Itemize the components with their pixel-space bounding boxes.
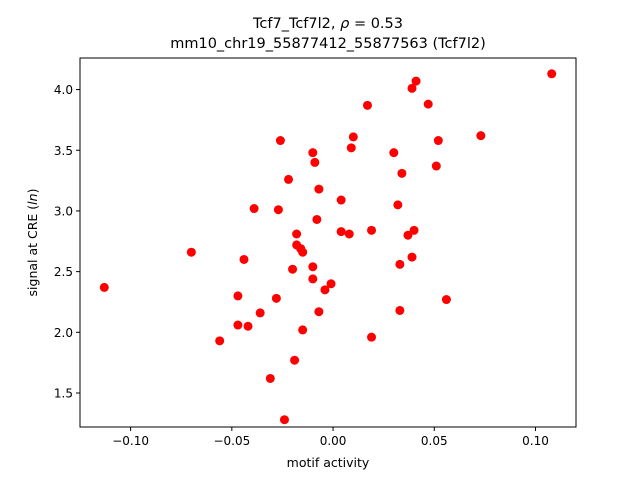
data-point-15 bbox=[284, 174, 294, 184]
x-tick-label: −0.10 bbox=[112, 434, 149, 448]
y-axis-ticks: 1.5 2.0 2.5 3.0 3.5 4.0 bbox=[54, 83, 80, 401]
data-point-0 bbox=[547, 69, 557, 79]
data-point-19 bbox=[249, 204, 259, 214]
chart-title-line2: mm10_chr19_55877412_55877563 (Tcf7l2) bbox=[170, 36, 486, 52]
data-point-24 bbox=[336, 227, 346, 237]
data-point-54 bbox=[279, 415, 289, 425]
data-point-46 bbox=[255, 308, 265, 318]
x-axis-ticks: −0.10 −0.05 0.00 0.05 0.10 bbox=[112, 427, 549, 448]
data-point-35 bbox=[308, 262, 318, 272]
y-tick-label: 3.0 bbox=[54, 204, 73, 218]
x-tick-label: 0.05 bbox=[421, 434, 448, 448]
data-point-39 bbox=[99, 282, 109, 292]
y-tick-label: 4.0 bbox=[54, 83, 73, 97]
y-tick-label: 3.5 bbox=[54, 144, 73, 158]
data-point-25 bbox=[344, 229, 354, 239]
data-point-42 bbox=[271, 293, 281, 303]
data-point-43 bbox=[441, 295, 451, 305]
data-point-12 bbox=[310, 157, 320, 167]
x-tick-label: −0.05 bbox=[213, 434, 250, 448]
data-point-22 bbox=[409, 225, 419, 235]
data-point-34 bbox=[395, 259, 405, 269]
plot-frame bbox=[79, 57, 577, 428]
data-point-3 bbox=[423, 99, 433, 109]
y-axis-label: signal at CRE (ln) bbox=[25, 189, 40, 297]
chart-title-line1: Tcf7_Tcf7l2, ρ = 0.53 bbox=[252, 16, 403, 32]
data-point-27 bbox=[403, 230, 413, 240]
data-point-40 bbox=[320, 285, 330, 295]
data-point-37 bbox=[308, 274, 318, 284]
data-point-33 bbox=[239, 254, 249, 264]
data-point-2 bbox=[407, 83, 417, 93]
data-point-9 bbox=[346, 143, 356, 153]
data-point-38 bbox=[326, 279, 336, 289]
data-point-11 bbox=[308, 148, 318, 158]
data-point-44 bbox=[395, 305, 405, 315]
points-layer bbox=[99, 69, 557, 425]
data-point-10 bbox=[389, 148, 399, 158]
data-point-5 bbox=[348, 132, 358, 142]
data-point-14 bbox=[397, 168, 407, 178]
data-point-16 bbox=[314, 184, 324, 194]
x-tick-label: 0.10 bbox=[522, 434, 549, 448]
data-point-1 bbox=[411, 76, 421, 86]
data-point-47 bbox=[233, 320, 243, 330]
data-point-4 bbox=[362, 100, 372, 110]
y-tick-label: 1.5 bbox=[54, 387, 73, 401]
data-point-31 bbox=[186, 247, 196, 257]
data-point-21 bbox=[312, 214, 322, 224]
data-point-23 bbox=[367, 225, 377, 235]
data-point-17 bbox=[336, 195, 346, 205]
data-point-13 bbox=[431, 161, 441, 171]
data-point-52 bbox=[290, 355, 300, 365]
data-point-49 bbox=[298, 325, 308, 335]
x-axis-label: motif activity bbox=[287, 455, 370, 470]
data-point-30 bbox=[298, 247, 308, 257]
data-point-41 bbox=[233, 291, 243, 301]
data-point-6 bbox=[476, 131, 486, 141]
data-point-53 bbox=[265, 373, 275, 383]
data-point-36 bbox=[288, 264, 298, 274]
data-point-51 bbox=[215, 336, 225, 346]
data-point-45 bbox=[314, 307, 324, 317]
data-point-26 bbox=[292, 229, 302, 239]
y-tick-label: 2.0 bbox=[54, 326, 73, 340]
data-point-8 bbox=[275, 136, 285, 146]
data-point-50 bbox=[367, 332, 377, 342]
data-point-20 bbox=[273, 205, 283, 215]
data-point-32 bbox=[407, 252, 417, 262]
y-tick-label: 2.5 bbox=[54, 265, 73, 279]
data-point-7 bbox=[433, 136, 443, 146]
x-tick-label: 0.00 bbox=[320, 434, 347, 448]
data-point-48 bbox=[243, 321, 253, 331]
data-point-18 bbox=[393, 200, 403, 210]
